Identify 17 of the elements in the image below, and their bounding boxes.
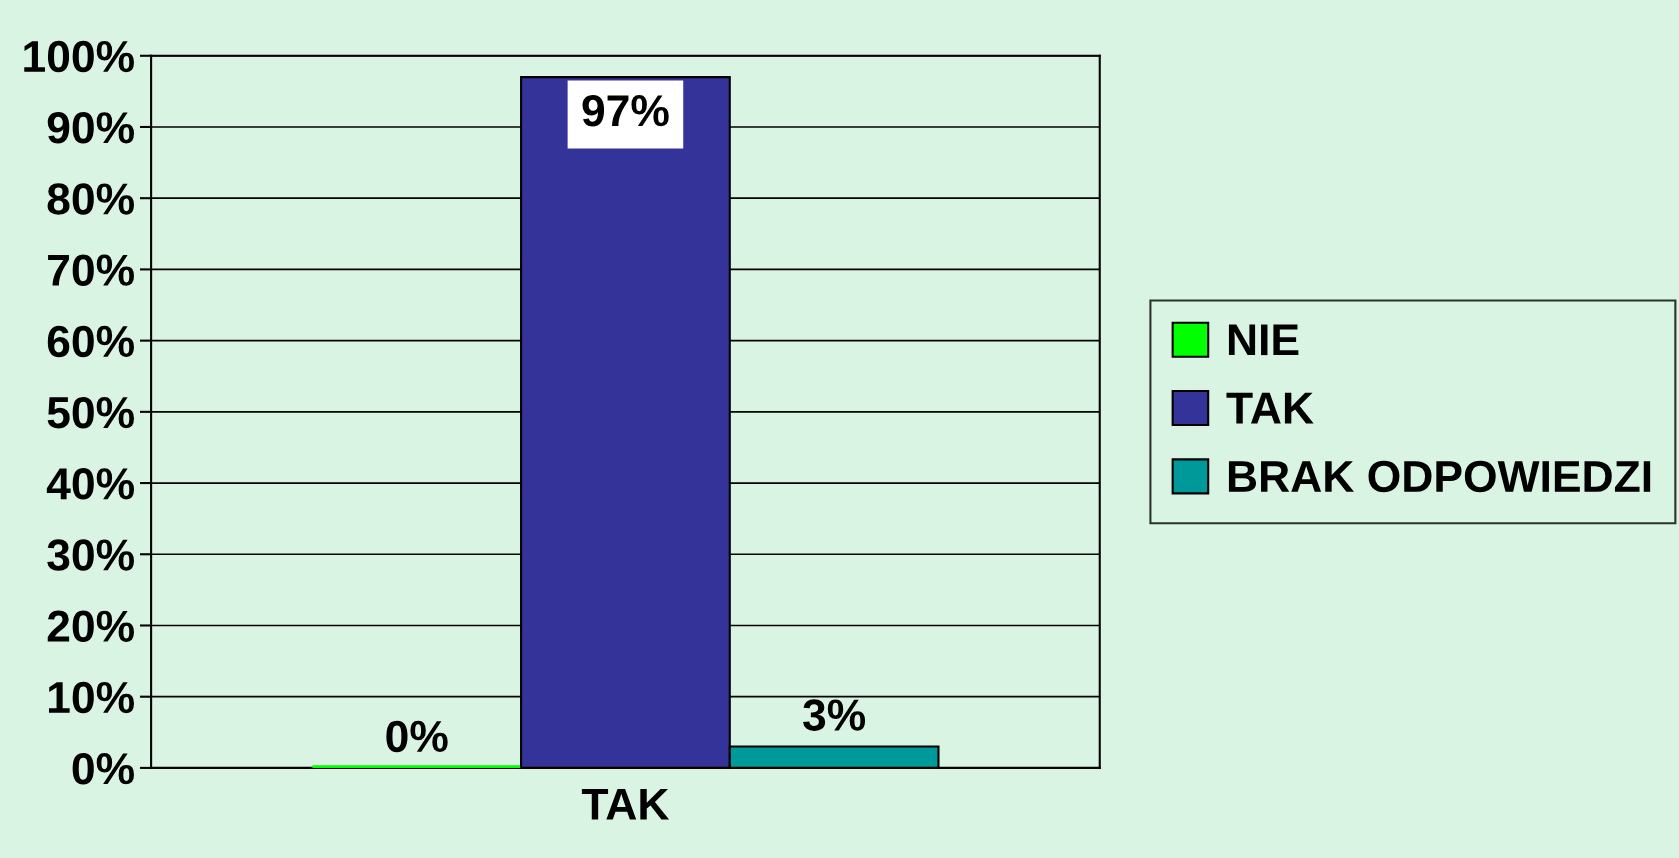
data-label: 0% xyxy=(386,720,448,753)
legend-label: TAK xyxy=(1226,392,1314,424)
legend-label: NIE xyxy=(1228,324,1299,356)
y-tick-label: 80% xyxy=(47,183,134,215)
y-tick-label: 90% xyxy=(47,112,134,144)
y-tick-label: 0% xyxy=(72,752,134,785)
y-tick-label: 70% xyxy=(48,254,134,286)
y-tick-label: 50% xyxy=(47,396,134,429)
data-label: 97% xyxy=(582,94,669,127)
y-tick-label: 30% xyxy=(47,539,134,571)
y-tick-label: 100% xyxy=(24,40,134,73)
y-tick-label: 60% xyxy=(47,325,134,358)
legend-label: BRAK ODPOWIEDZI xyxy=(1228,460,1651,493)
data-label: 3% xyxy=(803,699,866,731)
y-tick-label: 40% xyxy=(46,468,134,500)
y-tick-label: 10% xyxy=(48,681,134,714)
y-tick-label: 20% xyxy=(47,610,134,643)
